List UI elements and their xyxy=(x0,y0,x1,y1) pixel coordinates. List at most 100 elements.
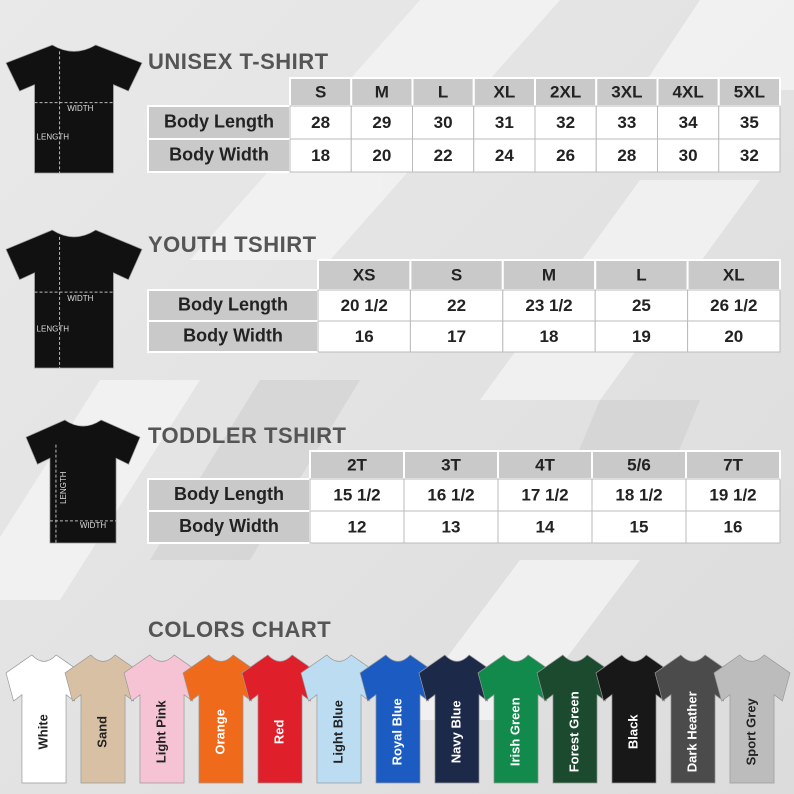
size-header: 5XL xyxy=(734,82,765,101)
value: 35 xyxy=(740,113,759,132)
shirt-diagram xyxy=(26,420,140,543)
value: 17 xyxy=(447,327,466,346)
length-label: LENGTH xyxy=(59,471,68,504)
value-cell xyxy=(502,289,596,322)
value: 32 xyxy=(556,113,575,132)
value-cell xyxy=(534,105,597,140)
color-shirt xyxy=(596,655,672,783)
value: 26 xyxy=(556,146,575,165)
value-cell xyxy=(403,478,499,512)
color-name: Black xyxy=(625,714,640,749)
shirt-shape xyxy=(26,420,140,543)
size-header: 2T xyxy=(347,455,367,474)
shirt-shape xyxy=(65,655,141,783)
color-name: White xyxy=(35,714,50,749)
value: 24 xyxy=(495,146,514,165)
row-label: Body Length xyxy=(174,484,284,504)
color-name: Irish Green xyxy=(507,697,522,766)
width-label: WIDTH xyxy=(67,104,93,113)
color-shirt xyxy=(655,655,731,783)
value: 12 xyxy=(348,517,367,536)
value: 20 1/2 xyxy=(341,296,388,315)
size-header: M xyxy=(375,82,389,101)
size-header-cell xyxy=(685,450,781,480)
value: 14 xyxy=(536,517,555,536)
size-header: 4T xyxy=(535,455,555,474)
value: 19 1/2 xyxy=(709,485,756,504)
size-header: 3T xyxy=(441,455,461,474)
row-label: Body Length xyxy=(164,111,274,131)
size-header: S xyxy=(451,265,462,284)
section-title: YOUTH TSHIRT xyxy=(148,232,317,257)
shirt-shape xyxy=(6,230,142,368)
value: 31 xyxy=(495,113,514,132)
value-cell xyxy=(412,138,475,173)
value: 17 1/2 xyxy=(521,485,568,504)
color-shirt xyxy=(65,655,141,783)
size-header: 7T xyxy=(723,455,743,474)
row-label-cell xyxy=(147,138,291,173)
value-cell xyxy=(687,320,781,353)
shirt-diagram xyxy=(6,45,142,173)
value: 15 xyxy=(630,517,649,536)
shirt-shape xyxy=(714,655,790,783)
shirt-shape xyxy=(478,655,554,783)
value-cell xyxy=(595,138,658,173)
width-label: WIDTH xyxy=(80,521,106,530)
value: 18 xyxy=(311,146,330,165)
color-shirt xyxy=(242,655,318,783)
color-name: Light Blue xyxy=(330,700,345,764)
value: 30 xyxy=(434,113,453,132)
value: 32 xyxy=(740,146,759,165)
value-cell xyxy=(685,510,781,544)
value: 26 1/2 xyxy=(710,296,757,315)
value: 28 xyxy=(617,146,636,165)
color-name: Royal Blue xyxy=(389,698,404,765)
color-name: Forest Green xyxy=(566,691,581,772)
value: 20 xyxy=(724,327,743,346)
color-name: Orange xyxy=(212,709,227,755)
color-shirt xyxy=(183,655,259,783)
size-header: XS xyxy=(353,265,376,284)
color-shirt xyxy=(714,655,790,783)
value-cell xyxy=(350,138,413,173)
value: 22 xyxy=(447,296,466,315)
value: 25 xyxy=(632,296,651,315)
shirt-shape xyxy=(655,655,731,783)
value-cell xyxy=(317,320,411,353)
value: 16 1/2 xyxy=(427,485,474,504)
value: 34 xyxy=(679,113,698,132)
color-name: Sport Grey xyxy=(743,697,758,765)
width-label: WIDTH xyxy=(67,294,93,303)
value: 18 1/2 xyxy=(615,485,662,504)
color-shirt xyxy=(301,655,377,783)
size-header: 3XL xyxy=(611,82,642,101)
value: 29 xyxy=(372,113,391,132)
value-cell xyxy=(497,510,593,544)
value-cell xyxy=(403,510,499,544)
size-header-cell xyxy=(591,450,687,480)
shirt-shape xyxy=(183,655,259,783)
row-label: Body Width xyxy=(169,144,269,164)
shirt-diagram xyxy=(6,230,142,368)
value: 23 1/2 xyxy=(525,296,572,315)
color-name: Navy Blue xyxy=(448,700,463,763)
value-cell xyxy=(350,105,413,140)
shirt-shape xyxy=(537,655,613,783)
value-cell xyxy=(594,289,689,322)
size-header: L xyxy=(636,265,646,284)
color-shirt xyxy=(6,655,82,783)
value-cell xyxy=(412,105,475,140)
value-cell xyxy=(718,138,781,173)
value: 13 xyxy=(442,517,461,536)
shirt-shape xyxy=(6,45,142,173)
value-cell xyxy=(289,138,352,173)
color-shirt xyxy=(419,655,495,783)
value-cell xyxy=(685,478,781,512)
value-cell xyxy=(687,289,781,322)
value-cell xyxy=(309,478,405,512)
value: 20 xyxy=(372,146,391,165)
color-shirt xyxy=(537,655,613,783)
shirt-shape xyxy=(242,655,318,783)
